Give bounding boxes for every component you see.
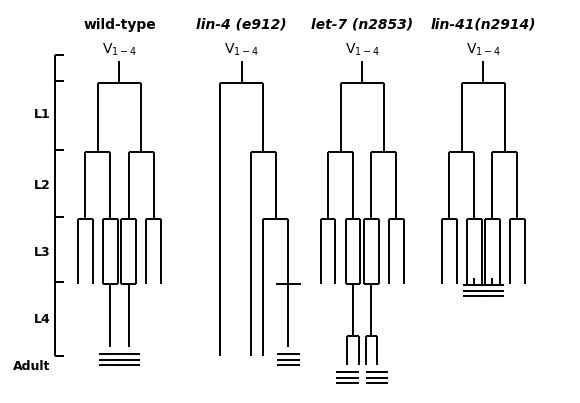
Text: L4: L4 bbox=[34, 314, 50, 326]
Text: L1: L1 bbox=[34, 108, 50, 121]
Text: L3: L3 bbox=[34, 245, 50, 259]
Text: L2: L2 bbox=[34, 179, 50, 192]
Text: let-7 (n2853): let-7 (n2853) bbox=[311, 18, 413, 32]
Text: wild-type: wild-type bbox=[83, 18, 156, 32]
Text: lin-4 (e912): lin-4 (e912) bbox=[197, 18, 287, 32]
Text: V$_{1-4}$: V$_{1-4}$ bbox=[466, 41, 501, 58]
Text: Adult: Adult bbox=[13, 360, 50, 373]
Text: V$_{1-4}$: V$_{1-4}$ bbox=[224, 41, 259, 58]
Text: V$_{1-4}$: V$_{1-4}$ bbox=[102, 41, 137, 58]
Text: lin-41(n2914): lin-41(n2914) bbox=[430, 18, 536, 32]
Text: V$_{1-4}$: V$_{1-4}$ bbox=[345, 41, 380, 58]
